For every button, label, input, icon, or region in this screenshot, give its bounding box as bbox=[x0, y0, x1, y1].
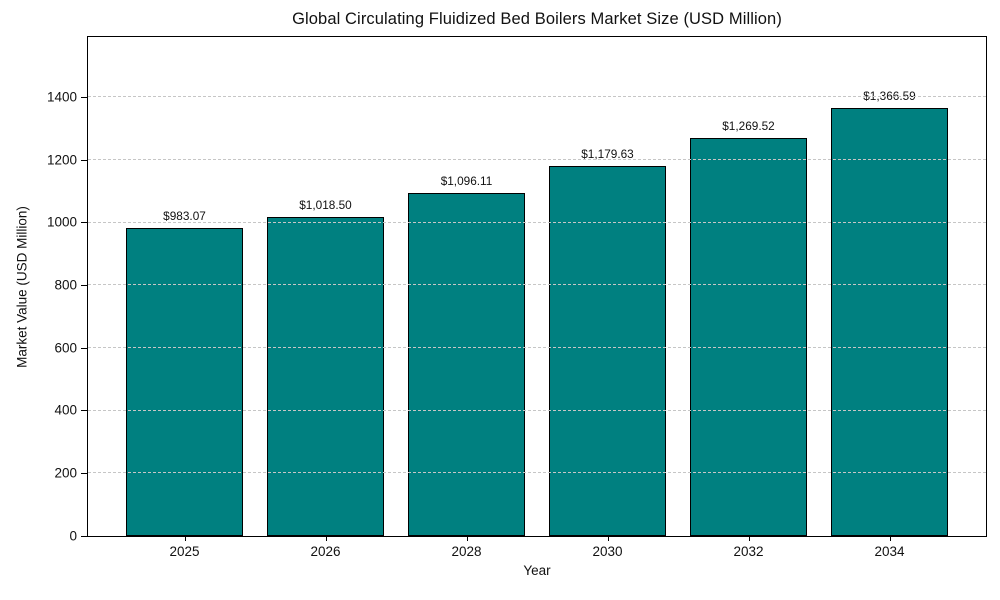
bar-2032 bbox=[690, 138, 807, 536]
y-tick-label: 1400 bbox=[46, 89, 77, 105]
bar-value-label: $1,366.59 bbox=[863, 88, 916, 103]
bar-2034 bbox=[831, 107, 948, 536]
x-tick-mark bbox=[748, 536, 750, 541]
bar-2030 bbox=[549, 166, 666, 536]
y-tick-mark bbox=[81, 535, 87, 537]
bar-value-label: $1,179.63 bbox=[581, 147, 634, 162]
gridline bbox=[88, 221, 986, 223]
y-tick-label: 1200 bbox=[46, 152, 77, 168]
bar-2026 bbox=[267, 216, 384, 536]
y-tick-mark bbox=[81, 159, 87, 161]
x-tick-label: 2028 bbox=[451, 544, 482, 559]
y-tick-mark bbox=[81, 96, 87, 98]
y-tick-mark bbox=[81, 284, 87, 286]
gridline bbox=[88, 409, 986, 411]
bar-slot: $1,269.52 2032 bbox=[690, 37, 807, 559]
bar-slot: $1,096.11 2028 bbox=[408, 37, 525, 559]
bar-2028 bbox=[408, 192, 525, 536]
x-tick-label: 2026 bbox=[310, 544, 341, 559]
gridline bbox=[88, 347, 986, 348]
x-tick-mark bbox=[466, 536, 468, 541]
gridline bbox=[88, 472, 986, 474]
y-tick-label: 600 bbox=[54, 340, 77, 356]
bar-value-label: $1,096.11 bbox=[440, 173, 493, 188]
y-tick-label: 1000 bbox=[46, 214, 77, 230]
bar-slot: $1,179.63 2030 bbox=[549, 37, 666, 559]
y-tick-mark bbox=[81, 472, 87, 474]
plot-area: $983.07 2025 $1,018.50 2026 $1,096.11 2028 $1,… bbox=[87, 36, 987, 559]
y-tick-label: 400 bbox=[54, 402, 77, 418]
y-tick-mark bbox=[81, 410, 87, 412]
gridline bbox=[88, 96, 986, 98]
chart-title: Global Circulating Fluidized Bed Boilers… bbox=[292, 10, 782, 28]
y-tick-mark bbox=[81, 347, 87, 349]
bar-value-label: $983.07 bbox=[163, 208, 206, 223]
y-tick-label: 0 bbox=[69, 528, 77, 544]
x-tick-label: 2034 bbox=[874, 544, 905, 559]
bar-value-label: $1,269.52 bbox=[722, 119, 775, 134]
x-tick-label: 2030 bbox=[592, 544, 623, 559]
gridline bbox=[88, 284, 986, 286]
bar-2025 bbox=[126, 227, 243, 536]
bar-slot: $983.07 2025 bbox=[126, 37, 243, 559]
x-tick-label: 2032 bbox=[733, 544, 764, 559]
y-tick-label: 200 bbox=[54, 465, 77, 481]
x-axis-label: Year bbox=[523, 563, 551, 578]
x-tick-mark bbox=[325, 536, 327, 541]
gridline bbox=[88, 159, 986, 160]
x-tick-label: 2025 bbox=[169, 544, 200, 559]
x-tick-mark bbox=[184, 536, 186, 541]
y-tick-mark bbox=[81, 222, 87, 224]
bar-value-label: $1,018.50 bbox=[299, 197, 352, 212]
x-tick-mark bbox=[607, 536, 609, 541]
bar-slot: $1,366.59 2034 bbox=[831, 37, 948, 559]
x-tick-mark bbox=[889, 536, 891, 541]
y-tick-label: 800 bbox=[54, 277, 77, 293]
bar-slot: $1,018.50 2026 bbox=[267, 37, 384, 559]
